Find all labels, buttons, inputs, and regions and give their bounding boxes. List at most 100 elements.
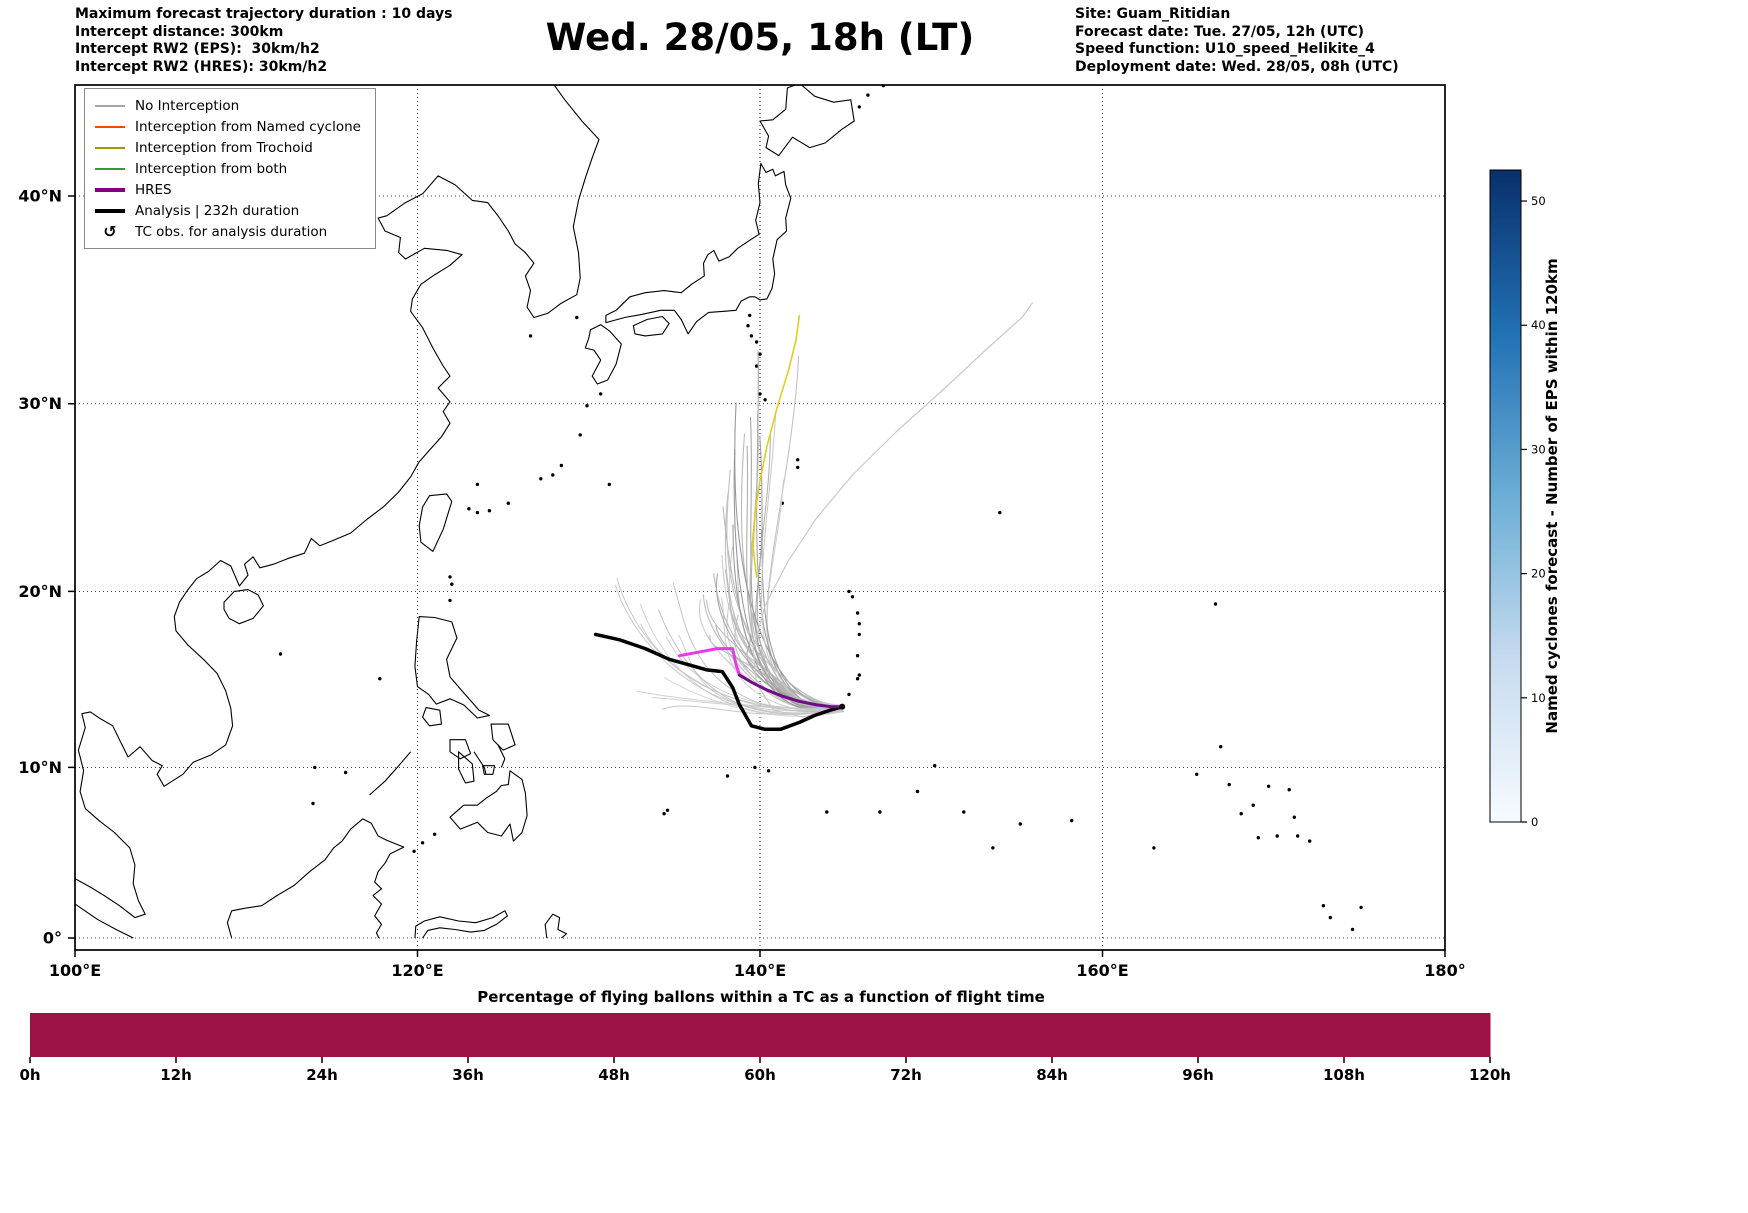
info-right-line-0: Site: Guam_Ritidian: [1075, 6, 1231, 22]
legend-item: Interception from Named cyclone: [95, 118, 361, 135]
island-dot: [1070, 818, 1074, 823]
legend-item: HRES: [95, 181, 361, 198]
flightbar-title: Percentage of flying ballons within a TC…: [477, 988, 1045, 1006]
island-dot: [725, 774, 730, 778]
island-dot: [539, 477, 543, 481]
island-dot: [847, 692, 851, 697]
island-dot: [1152, 846, 1156, 850]
island-dot: [378, 677, 382, 681]
coastline: [449, 770, 528, 842]
info-right-line-1: Forecast date: Tue. 27/05, 12h (UTC): [1075, 23, 1365, 40]
coastline: [414, 616, 490, 719]
info-right-line-3: Deployment date: Wed. 28/05, 08h (UTC): [1075, 58, 1399, 75]
coastline: [75, 903, 134, 939]
island-dot: [998, 510, 1002, 515]
island-dots: [278, 85, 1363, 932]
legend-item: ↺ TC obs. for analysis duration: [95, 222, 361, 241]
y-tick-label: 20°N: [18, 582, 62, 601]
coastlines: [75, 85, 855, 939]
island-dot: [857, 105, 861, 109]
legend-line-sample: [95, 125, 125, 128]
coastline: [544, 913, 568, 939]
flight-bar-segment: [428, 1013, 562, 1057]
island-dot: [313, 765, 317, 770]
island-dot: [1308, 839, 1312, 843]
colorbar-tick-label: 0: [1531, 815, 1538, 829]
legend-label: Interception from Named cyclone: [135, 118, 361, 135]
island-dot: [933, 764, 937, 768]
flight-bar-segment: [1357, 1013, 1491, 1057]
eps-track: [615, 584, 843, 714]
flight-bar-segment: [1224, 1013, 1358, 1057]
flight-bar-segment: [30, 1013, 164, 1057]
eps-track: [724, 569, 844, 709]
flightbar-tick-label: 72h: [890, 1066, 922, 1084]
colorbar: [1489, 169, 1522, 823]
island-dot: [796, 465, 800, 470]
coastline: [75, 85, 600, 919]
island-dot: [1292, 815, 1297, 819]
info-left-line-3: Intercept RW2 (HRES): 30km/h2: [75, 58, 328, 75]
no-interception-long-track: [752, 302, 1033, 718]
island-dot: [528, 334, 533, 338]
island-dot: [311, 801, 315, 806]
island-dot: [1195, 772, 1199, 776]
island-dot: [450, 582, 454, 586]
y-tick-label: 0°: [43, 929, 62, 948]
island-dot: [1350, 927, 1355, 932]
main-trajectories: [593, 314, 846, 732]
flightbar-tick-label: 96h: [1182, 1066, 1214, 1084]
island-dot: [506, 501, 510, 505]
island-dot: [559, 463, 564, 468]
island-dot: [1227, 782, 1231, 787]
island-dot: [855, 654, 860, 658]
x-tick-label: 120°E: [391, 961, 443, 980]
island-dot: [855, 611, 860, 615]
island-dot: [467, 507, 471, 511]
island-dot: [748, 313, 752, 318]
island-dot: [1328, 915, 1333, 920]
flight-bar-segment: [1091, 1013, 1225, 1057]
island-dot: [599, 392, 603, 396]
coastline: [422, 707, 443, 727]
legend-label: Interception from both: [135, 160, 288, 177]
flightbar-tick-label: 84h: [1036, 1066, 1068, 1084]
legend-line-sample: [95, 208, 125, 213]
flightbar-tick-label: 36h: [452, 1066, 484, 1084]
coastline: [449, 739, 472, 760]
eps-track: [658, 609, 843, 715]
coastline: [223, 589, 264, 625]
island-dot: [1251, 803, 1255, 807]
island-dot: [855, 677, 860, 681]
coastline: [759, 85, 855, 157]
flight-bar-segment: [693, 1013, 827, 1057]
island-dot: [475, 510, 480, 515]
island-dot: [1219, 745, 1223, 749]
island-dot: [962, 810, 966, 814]
y-tick-label: 30°N: [18, 394, 62, 413]
legend-item: Analysis | 232h duration: [95, 202, 361, 219]
island-dot: [1018, 822, 1022, 826]
eps-track: [672, 582, 843, 713]
y-tick-label: 40°N: [18, 186, 62, 205]
coastline: [458, 751, 475, 784]
legend-item: Interception from both: [95, 160, 361, 177]
island-dot: [746, 324, 750, 328]
colorbar-group: 0 10 20 30 40 50: [1489, 169, 1546, 829]
flightbar-tick-label: 0h: [19, 1066, 40, 1084]
island-dot: [754, 340, 759, 344]
island-dot: [1213, 602, 1218, 606]
island-dot: [585, 404, 589, 408]
island-dot: [420, 841, 425, 845]
flightbar-tick-label: 108h: [1323, 1066, 1365, 1084]
colorbar-tick-label: 20: [1531, 567, 1546, 581]
island-dot: [1266, 784, 1271, 788]
coastline: [632, 315, 670, 337]
x-tick-label: 100°E: [49, 961, 101, 980]
coastline: [414, 910, 508, 939]
island-dot: [578, 433, 582, 437]
colorbar-label: Named cyclones forecast - Number of EPS …: [1543, 258, 1561, 733]
island-dot: [1287, 788, 1291, 792]
flight-bar-segment: [959, 1013, 1093, 1057]
